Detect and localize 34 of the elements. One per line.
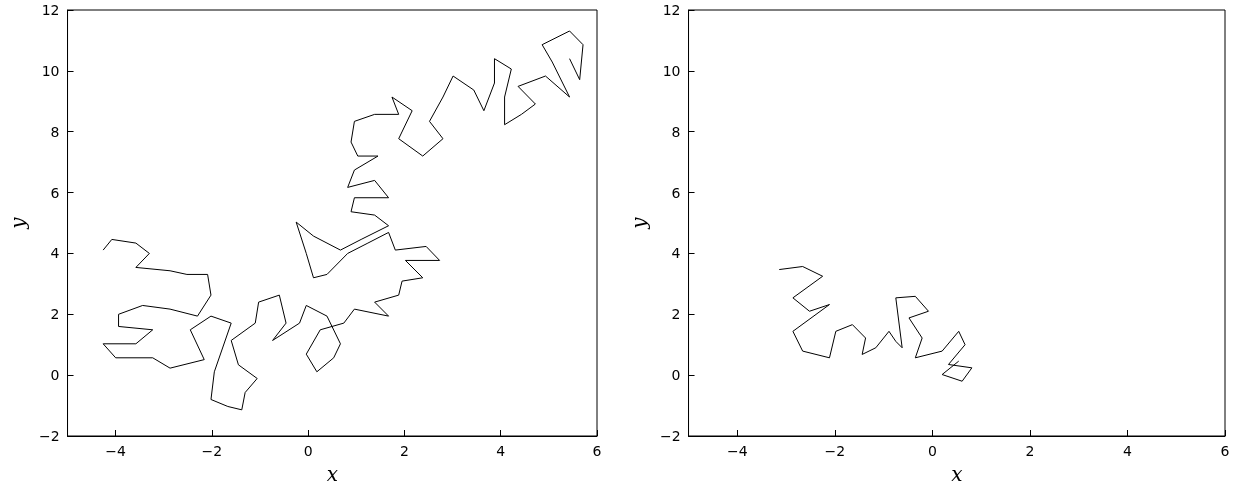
x-tick-label: 6 [592,443,602,459]
y-tick-label: 6 [50,184,60,201]
y-tick-label: −2 [38,428,60,444]
y-tick-label: 10 [662,62,681,79]
y-tick-label: 8 [671,123,681,140]
x-tick-label: 2 [400,443,409,459]
x-tick-label: 0 [927,443,937,459]
x-tick-label: 2 [1025,443,1035,459]
y-tick-label: 2 [671,306,681,323]
x-tick-label: −4 [105,443,127,459]
line-series [778,266,973,382]
y-tick-label: 12 [662,2,681,18]
y-axis-title: y [627,216,651,230]
y-tick-label: 12 [41,2,60,18]
x-tick-label: 0 [303,443,313,459]
y-tick-label: 2 [50,306,60,323]
y-tick-label: 8 [50,123,60,140]
y-tick-label: 10 [41,62,60,79]
x-tick-label: −2 [824,443,846,459]
y-tick-label: 4 [671,245,681,262]
x-tick-label: −4 [726,443,748,459]
x-tick-label: 4 [1123,443,1132,459]
y-tick-label: −2 [659,428,681,444]
line-series [102,30,584,411]
y-tick-label: 0 [50,367,60,384]
y-tick-label: 4 [50,245,60,262]
x-tick-label: 4 [496,443,506,459]
y-tick-label: 6 [671,184,681,201]
y-axis-title: y [6,216,30,230]
x-axis-title: x [326,462,338,486]
y-tick-label: 0 [671,367,681,384]
x-axis-title: x [951,462,963,486]
x-tick-label: 6 [1220,443,1230,459]
x-tick-label: −2 [201,443,223,459]
